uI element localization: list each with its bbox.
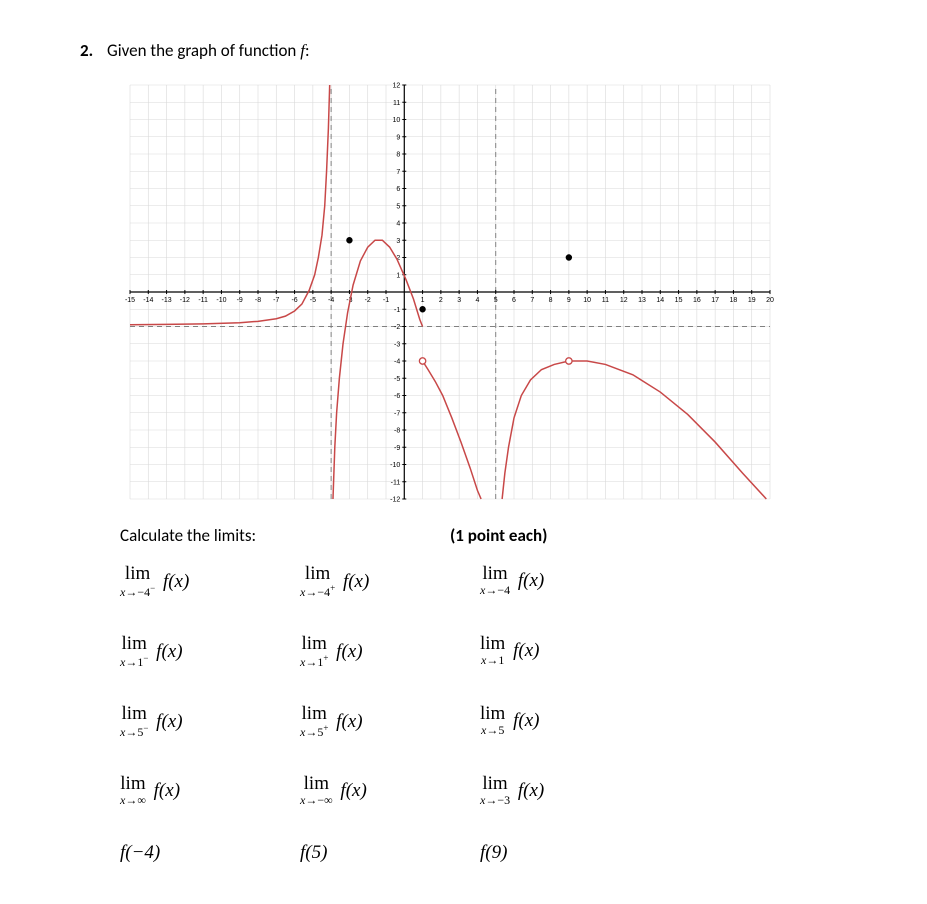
function-value: f(−4)	[120, 842, 160, 863]
svg-text:8: 8	[549, 297, 553, 304]
svg-text:3: 3	[396, 238, 400, 245]
limit-expression: limx→−4− f(x)	[120, 564, 189, 598]
svg-text:-15: -15	[125, 297, 135, 304]
svg-text:-11: -11	[391, 479, 401, 486]
svg-text:-3: -3	[394, 341, 400, 348]
svg-text:20: 20	[766, 297, 774, 304]
svg-text:-1: -1	[383, 297, 389, 304]
question-cell: limx→1− f(x)	[120, 634, 300, 668]
svg-text:17: 17	[711, 297, 719, 304]
svg-text:-13: -13	[162, 297, 172, 304]
questions-grid: limx→−4− f(x) limx→−4+ f(x) limx→−4 f(x) li…	[120, 564, 847, 864]
svg-text:18: 18	[730, 297, 738, 304]
svg-text:12: 12	[392, 83, 400, 90]
svg-text:-4: -4	[328, 297, 334, 304]
svg-text:15: 15	[675, 297, 683, 304]
svg-text:-9: -9	[237, 297, 243, 304]
svg-text:5: 5	[494, 297, 498, 304]
svg-text:-9: -9	[394, 445, 400, 452]
limit-expression: limx→−∞ f(x)	[300, 774, 367, 806]
svg-text:6: 6	[396, 186, 400, 193]
svg-text:16: 16	[693, 297, 701, 304]
svg-text:-6: -6	[291, 297, 297, 304]
svg-text:-10: -10	[390, 462, 400, 469]
svg-text:-12: -12	[390, 497, 400, 504]
svg-text:-12: -12	[180, 297, 190, 304]
svg-text:-8: -8	[394, 428, 400, 435]
question-cell: limx→−4+ f(x)	[300, 564, 480, 598]
subheader-row: Calculate the limits: (1 point each)	[120, 525, 847, 546]
svg-text:4: 4	[396, 221, 400, 228]
question-cell: limx→−∞ f(x)	[300, 774, 480, 806]
svg-text:11: 11	[393, 100, 400, 107]
svg-text:-2: -2	[365, 297, 371, 304]
svg-text:9: 9	[567, 297, 571, 304]
limit-expression: limx→5− f(x)	[120, 704, 183, 738]
problem-number: 2.	[80, 40, 93, 61]
calculate-label: Calculate the limits:	[120, 525, 450, 546]
question-cell: limx→5+ f(x)	[300, 704, 480, 738]
question-cell: limx→1+ f(x)	[300, 634, 480, 668]
prompt-colon: :	[305, 40, 310, 61]
svg-text:4: 4	[475, 297, 479, 304]
limit-expression: limx→5+ f(x)	[300, 704, 363, 738]
limit-expression: limx→1+ f(x)	[300, 634, 363, 668]
svg-text:5: 5	[396, 203, 400, 210]
svg-text:-7: -7	[394, 410, 400, 417]
question-cell: limx→5 f(x)	[480, 704, 660, 738]
svg-text:-11: -11	[198, 297, 208, 304]
svg-text:9: 9	[396, 134, 400, 141]
svg-text:19: 19	[748, 297, 756, 304]
question-cell: limx→−3 f(x)	[480, 774, 660, 806]
limit-expression: limx→∞ f(x)	[120, 774, 180, 806]
svg-text:10: 10	[583, 297, 591, 304]
limit-expression: limx→−4+ f(x)	[300, 564, 369, 598]
question-cell: limx→1 f(x)	[480, 634, 660, 668]
prompt-text: Given the graph of function	[107, 40, 300, 61]
limit-expression: limx→1 f(x)	[480, 634, 539, 666]
svg-text:8: 8	[396, 152, 400, 159]
svg-text:12: 12	[620, 297, 628, 304]
question-cell: f(−4)	[120, 842, 300, 864]
svg-text:-1: -1	[394, 307, 400, 314]
svg-text:-8: -8	[255, 297, 261, 304]
svg-text:-10: -10	[216, 297, 226, 304]
svg-text:1: 1	[421, 297, 425, 304]
svg-text:3: 3	[457, 297, 461, 304]
question-cell: f(5)	[300, 842, 480, 864]
points-label: (1 point each)	[450, 525, 547, 546]
svg-text:2: 2	[439, 297, 443, 304]
question-cell: limx→−4− f(x)	[120, 564, 300, 598]
svg-text:7: 7	[530, 297, 534, 304]
svg-text:1: 1	[396, 272, 400, 279]
function-graph: -15-14-13-12-11-10-9-8-7-6-5-4-3-2-11234…	[120, 77, 780, 507]
limit-expression: limx→1− f(x)	[120, 634, 183, 668]
function-value: f(9)	[480, 842, 507, 863]
svg-text:-5: -5	[310, 297, 316, 304]
svg-text:7: 7	[396, 169, 400, 176]
limit-expression: limx→5 f(x)	[480, 704, 539, 736]
svg-text:-2: -2	[394, 324, 400, 331]
question-cell: limx→5− f(x)	[120, 704, 300, 738]
limit-expression: limx→−4 f(x)	[480, 564, 544, 596]
problem-prompt: 2. Given the graph of function f:	[80, 40, 847, 61]
svg-text:13: 13	[638, 297, 646, 304]
svg-text:-4: -4	[394, 359, 400, 366]
svg-text:-5: -5	[394, 376, 400, 383]
svg-text:11: 11	[602, 297, 609, 304]
svg-text:-6: -6	[394, 393, 400, 400]
svg-text:14: 14	[656, 297, 664, 304]
question-cell: limx→∞ f(x)	[120, 774, 300, 806]
svg-text:-7: -7	[273, 297, 279, 304]
question-cell: f(9)	[480, 842, 660, 864]
svg-text:6: 6	[512, 297, 516, 304]
function-value: f(5)	[300, 842, 327, 863]
limit-expression: limx→−3 f(x)	[480, 774, 544, 806]
svg-text:10: 10	[392, 117, 400, 124]
graph-container: -15-14-13-12-11-10-9-8-7-6-5-4-3-2-11234…	[120, 77, 847, 507]
question-cell: limx→−4 f(x)	[480, 564, 660, 598]
svg-text:-14: -14	[143, 297, 153, 304]
